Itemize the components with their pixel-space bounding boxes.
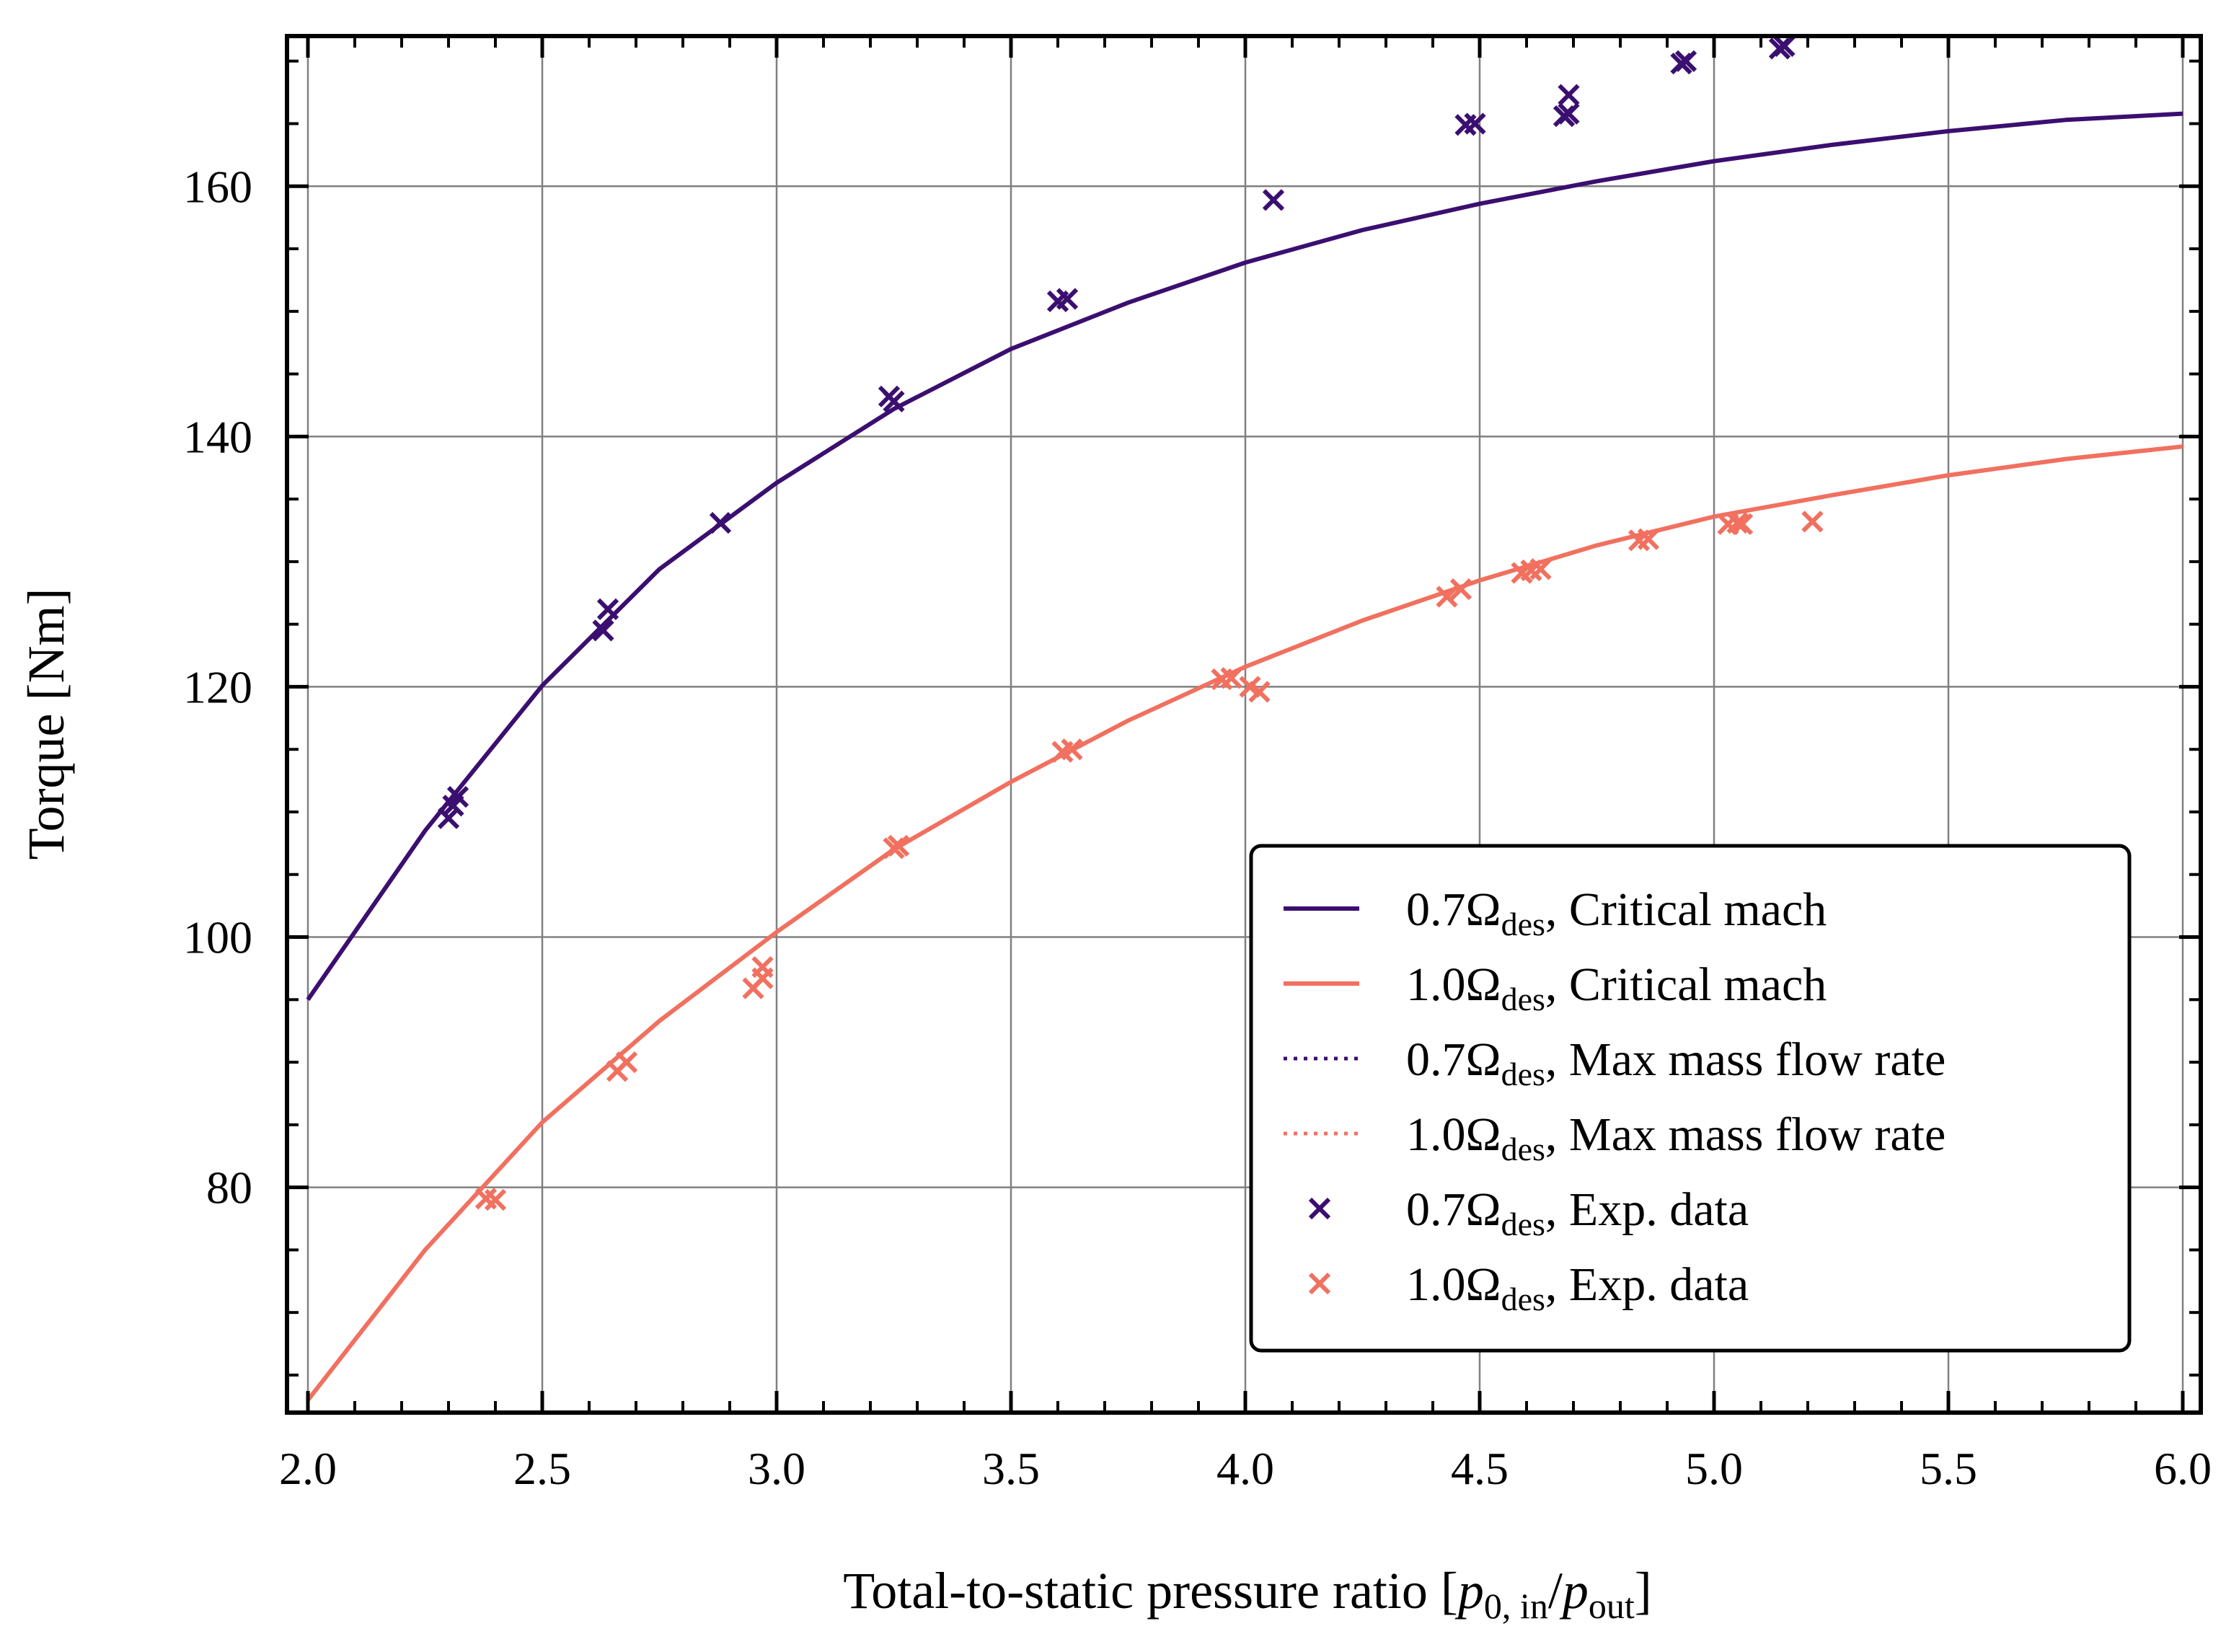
- x-tick-label: 4.0: [1216, 1443, 1274, 1494]
- data-point-5: [1220, 667, 1242, 689]
- legend-label: 1.0Ωdes, Exp. data: [1406, 1258, 1749, 1317]
- data-point-4: [1464, 112, 1486, 135]
- x-tick-label: 5.5: [1920, 1443, 1977, 1494]
- x-tick-label: 3.0: [748, 1443, 805, 1494]
- x-tick-label: 2.0: [279, 1443, 337, 1494]
- data-point-4: [1558, 102, 1580, 125]
- data-point-4: [592, 619, 614, 642]
- data-point-4: [437, 807, 460, 829]
- legend-label: 0.7Ωdes, Critical mach: [1406, 883, 1827, 942]
- data-point-5: [751, 956, 774, 979]
- data-point-4: [1262, 189, 1285, 211]
- data-point-5: [615, 1051, 638, 1074]
- data-point-4: [1056, 288, 1079, 310]
- x-tick-label: 5.0: [1685, 1443, 1743, 1494]
- data-point-4: [446, 786, 469, 808]
- legend-label: 0.7Ωdes, Exp. data: [1406, 1183, 1749, 1242]
- data-point-5: [1248, 681, 1271, 703]
- grid: [287, 36, 2201, 1413]
- data-point-5: [1529, 558, 1552, 580]
- data-point-5: [1801, 511, 1824, 533]
- data-point-4: [1674, 50, 1697, 72]
- data-point-4: [883, 390, 905, 412]
- data-point-4: [709, 511, 732, 534]
- legend-label: 0.7Ωdes, Max mass flow rate: [1406, 1033, 1946, 1092]
- y-tick-label: 80: [206, 1162, 252, 1214]
- series-line-2: [306, 112, 2183, 1001]
- legend-box: [1249, 844, 2132, 1353]
- data-point-5: [1637, 528, 1660, 550]
- x-tick-label: 3.5: [982, 1443, 1040, 1494]
- legend-marker: [1308, 1272, 1331, 1295]
- data-point-5: [1449, 578, 1472, 601]
- x-axis-label: Total-to-static pressure ratio [p0, in/p…: [843, 1562, 1651, 1626]
- data-point-4: [1558, 84, 1580, 106]
- legend-label: 1.0Ωdes, Critical mach: [1406, 958, 1827, 1017]
- major-ticks: [287, 36, 2201, 1413]
- tick-labels: 2.0 2.5 3.0 3.5 4.0 4.5 5.0 5.5 6.0 80 100 120 140 16…: [183, 161, 2212, 1494]
- legend: 0.7Ωdes, Critical mach 1.0Ωdes, Critical …: [1249, 844, 2132, 1353]
- data-point-5: [1726, 511, 1749, 534]
- x-tick-label: 6.0: [2154, 1443, 2212, 1494]
- data-point-5: [1731, 513, 1754, 535]
- y-tick-label: 120: [183, 661, 252, 712]
- data-point-5: [1436, 586, 1458, 608]
- data-point-4: [596, 598, 619, 620]
- x-tick-label: 2.5: [513, 1443, 571, 1494]
- data-point-4: [1773, 35, 1796, 58]
- y-axis-label: Torque [Nm]: [17, 588, 75, 860]
- x-tick-label: 4.5: [1451, 1443, 1509, 1494]
- legend-label: 1.0Ωdes, Max mass flow rate: [1406, 1108, 1946, 1167]
- plot-markers: [437, 35, 1824, 1211]
- y-tick-label: 100: [183, 912, 252, 963]
- legend-marker: [1308, 1197, 1331, 1220]
- data-point-5: [887, 834, 910, 857]
- data-point-5: [1061, 738, 1083, 761]
- plot-frame: [285, 34, 2203, 1415]
- y-tick-label: 140: [183, 411, 252, 462]
- data-point-5: [484, 1188, 507, 1211]
- y-tick-label: 160: [183, 161, 252, 212]
